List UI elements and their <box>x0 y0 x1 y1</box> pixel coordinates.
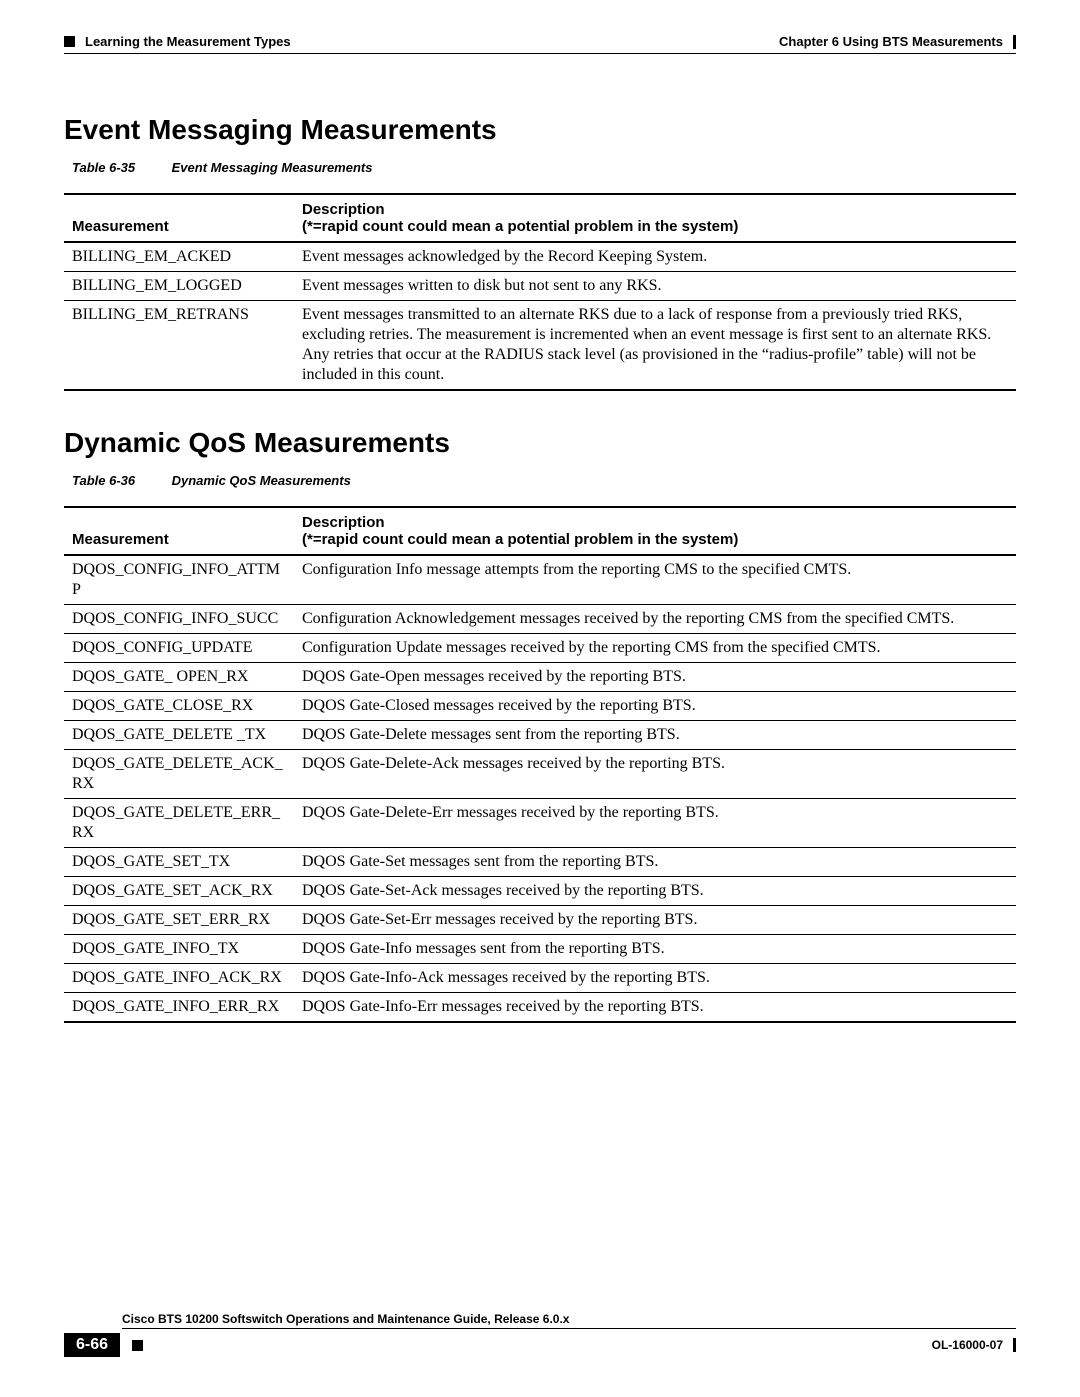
cell-measurement: DQOS_GATE_DELETE_ERR_RX <box>64 799 294 848</box>
cell-measurement: DQOS_GATE_DELETE_ACK_RX <box>64 750 294 799</box>
cell-measurement: DQOS_GATE_DELETE _TX <box>64 721 294 750</box>
table-header-desc-line1: Description <box>302 514 1008 531</box>
section-title: Dynamic QoS Measurements <box>64 427 1016 459</box>
table-header-desc-line1: Description <box>302 201 1008 218</box>
measurements-table: Measurement Description (*=rapid count c… <box>64 193 1016 391</box>
cell-measurement: BILLING_EM_RETRANS <box>64 301 294 391</box>
header-right-text: Chapter 6 Using BTS Measurements <box>779 34 1003 49</box>
cell-measurement: DQOS_CONFIG_INFO_ATTMP <box>64 555 294 605</box>
footer-rule <box>122 1328 1016 1329</box>
header-left-text: Learning the Measurement Types <box>85 34 291 49</box>
table-row: BILLING_EM_ACKEDEvent messages acknowled… <box>64 242 1016 272</box>
cell-description: DQOS Gate-Closed messages received by th… <box>294 692 1016 721</box>
table-caption-number: Table 6-36 <box>72 473 168 488</box>
cell-measurement: BILLING_EM_ACKED <box>64 242 294 272</box>
table-header-measurement: Measurement <box>64 194 294 242</box>
cell-description: DQOS Gate-Set-Ack messages received by t… <box>294 877 1016 906</box>
table-caption-text: Dynamic QoS Measurements <box>172 473 351 488</box>
table-row: DQOS_GATE_SET_TXDQOS Gate-Set messages s… <box>64 848 1016 877</box>
table-row: DQOS_GATE_DELETE _TXDQOS Gate-Delete mes… <box>64 721 1016 750</box>
cell-measurement: DQOS_CONFIG_INFO_SUCC <box>64 605 294 634</box>
cell-measurement: DQOS_GATE_INFO_TX <box>64 935 294 964</box>
table-row: DQOS_GATE_SET_ERR_RXDQOS Gate-Set-Err me… <box>64 906 1016 935</box>
table-row: BILLING_EM_LOGGEDEvent messages written … <box>64 272 1016 301</box>
table-row: DQOS_GATE_CLOSE_RXDQOS Gate-Closed messa… <box>64 692 1016 721</box>
table-row: BILLING_EM_RETRANSEvent messages transmi… <box>64 301 1016 391</box>
cell-measurement: DQOS_GATE_ OPEN_RX <box>64 663 294 692</box>
table-caption: Table 6-35 Event Messaging Measurements <box>72 160 1016 175</box>
cell-measurement: DQOS_GATE_SET_TX <box>64 848 294 877</box>
table-row: DQOS_GATE_DELETE_ERR_RXDQOS Gate-Delete-… <box>64 799 1016 848</box>
section-title: Event Messaging Measurements <box>64 114 1016 146</box>
cell-measurement: DQOS_GATE_INFO_ACK_RX <box>64 964 294 993</box>
page-number: 6-66 <box>64 1333 120 1357</box>
cell-description: Event messages written to disk but not s… <box>294 272 1016 301</box>
table-row: DQOS_GATE_INFO_TXDQOS Gate-Info messages… <box>64 935 1016 964</box>
table-caption-text: Event Messaging Measurements <box>172 160 373 175</box>
table-caption: Table 6-36 Dynamic QoS Measurements <box>72 473 1016 488</box>
table-row: DQOS_CONFIG_INFO_ATTMPConfiguration Info… <box>64 555 1016 605</box>
table-row: DQOS_GATE_SET_ACK_RXDQOS Gate-Set-Ack me… <box>64 877 1016 906</box>
table-row: DQOS_GATE_INFO_ACK_RXDQOS Gate-Info-Ack … <box>64 964 1016 993</box>
table-row: DQOS_CONFIG_UPDATEConfiguration Update m… <box>64 634 1016 663</box>
cell-measurement: DQOS_GATE_CLOSE_RX <box>64 692 294 721</box>
table-header-desc-line2: (*=rapid count could mean a potential pr… <box>302 218 1008 235</box>
cell-measurement: DQOS_GATE_SET_ACK_RX <box>64 877 294 906</box>
table-header-measurement: Measurement <box>64 507 294 555</box>
header-rule <box>64 53 1016 54</box>
footer-book-title: Cisco BTS 10200 Softswitch Operations an… <box>122 1312 1016 1326</box>
cell-description: Event messages transmitted to an alterna… <box>294 301 1016 391</box>
footer-marker-icon <box>132 1340 143 1351</box>
table-row: DQOS_GATE_INFO_ERR_RXDQOS Gate-Info-Err … <box>64 993 1016 1023</box>
table-row: DQOS_GATE_ OPEN_RXDQOS Gate-Open message… <box>64 663 1016 692</box>
cell-description: DQOS Gate-Delete messages sent from the … <box>294 721 1016 750</box>
cell-description: DQOS Gate-Info-Ack messages received by … <box>294 964 1016 993</box>
cell-description: DQOS Gate-Delete-Err messages received b… <box>294 799 1016 848</box>
page-header: Learning the Measurement Types Chapter 6… <box>64 34 1016 49</box>
cell-description: DQOS Gate-Set messages sent from the rep… <box>294 848 1016 877</box>
measurements-table: Measurement Description (*=rapid count c… <box>64 506 1016 1023</box>
table-row: DQOS_CONFIG_INFO_SUCCConfiguration Ackno… <box>64 605 1016 634</box>
cell-measurement: DQOS_CONFIG_UPDATE <box>64 634 294 663</box>
table-row: DQOS_GATE_DELETE_ACK_RXDQOS Gate-Delete-… <box>64 750 1016 799</box>
cell-description: DQOS Gate-Info-Err messages received by … <box>294 993 1016 1023</box>
footer-bar-icon <box>1013 1338 1016 1352</box>
page-footer: Cisco BTS 10200 Softswitch Operations an… <box>64 1312 1016 1357</box>
cell-description: Configuration Acknowledgement messages r… <box>294 605 1016 634</box>
cell-description: DQOS Gate-Set-Err messages received by t… <box>294 906 1016 935</box>
cell-description: DQOS Gate-Delete-Ack messages received b… <box>294 750 1016 799</box>
cell-measurement: DQOS_GATE_INFO_ERR_RX <box>64 993 294 1023</box>
table-header-description: Description (*=rapid count could mean a … <box>294 507 1016 555</box>
table-header-description: Description (*=rapid count could mean a … <box>294 194 1016 242</box>
cell-description: Event messages acknowledged by the Recor… <box>294 242 1016 272</box>
cell-measurement: DQOS_GATE_SET_ERR_RX <box>64 906 294 935</box>
header-bar-icon <box>1013 35 1016 49</box>
cell-measurement: BILLING_EM_LOGGED <box>64 272 294 301</box>
table-header-desc-line2: (*=rapid count could mean a potential pr… <box>302 531 1008 548</box>
header-marker-icon <box>64 36 75 47</box>
cell-description: Configuration Info message attempts from… <box>294 555 1016 605</box>
table-caption-number: Table 6-35 <box>72 160 168 175</box>
cell-description: Configuration Update messages received b… <box>294 634 1016 663</box>
footer-doc-id: OL-16000-07 <box>932 1338 1003 1352</box>
cell-description: DQOS Gate-Open messages received by the … <box>294 663 1016 692</box>
cell-description: DQOS Gate-Info messages sent from the re… <box>294 935 1016 964</box>
